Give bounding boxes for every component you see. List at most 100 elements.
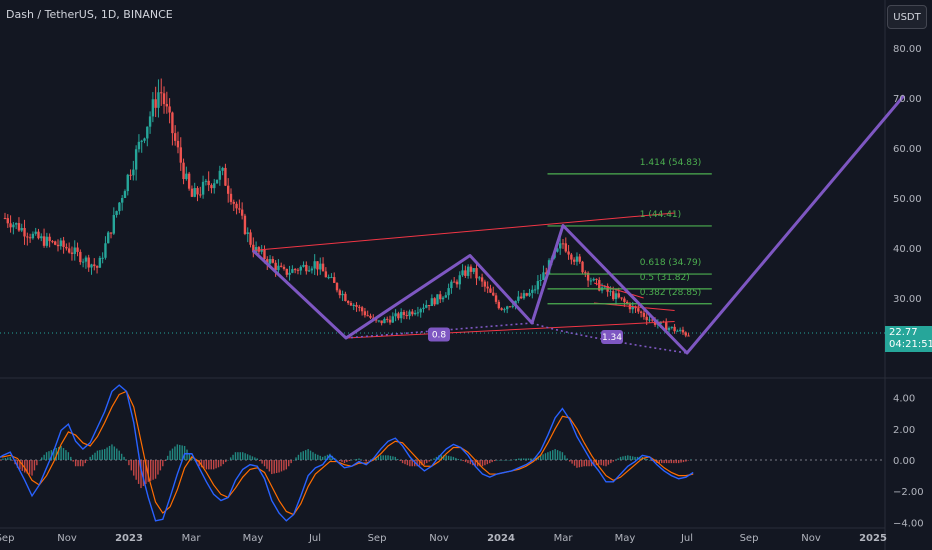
macd-histogram-bar — [365, 460, 367, 462]
candle-body — [455, 281, 459, 285]
macd-histogram-bar — [363, 460, 365, 461]
macd-histogram-bar — [585, 460, 588, 467]
macd-histogram-bar — [510, 460, 513, 461]
pattern-ratio-line — [345, 322, 533, 339]
candle-body — [109, 232, 113, 234]
candle-body — [508, 306, 512, 308]
candle-body — [511, 305, 514, 307]
candle-body — [447, 288, 450, 296]
macd-histogram-bar — [552, 450, 554, 460]
candle-body — [90, 264, 93, 268]
candle-body — [93, 264, 96, 267]
candle-body — [642, 312, 646, 317]
candle-body — [581, 261, 584, 273]
candle-body — [503, 309, 506, 311]
price-scale[interactable]: 80.00 70.00 60.00 50.00 40.00 30.00 4.00 2.00 0.… — [893, 44, 924, 529]
candle-body — [556, 248, 559, 252]
macd-histogram-bar — [554, 449, 556, 460]
macd-histogram-bar — [559, 451, 561, 460]
candle-body — [452, 281, 456, 283]
macd-histogram-bar — [401, 460, 404, 464]
candle-body — [76, 247, 79, 252]
pattern-ratio-badge — [601, 330, 623, 344]
time-tick-label: Nov — [429, 533, 449, 544]
macd-histogram-bar — [188, 453, 191, 460]
fib-level-label: 0.618 (34.79) — [640, 258, 701, 268]
candle-body — [160, 92, 163, 94]
candle-body — [196, 188, 199, 195]
macd-histogram-bar — [266, 460, 268, 469]
macd-histogram-bar — [426, 460, 428, 464]
macd-histogram-bar — [682, 460, 685, 463]
macd-histogram-bar — [31, 460, 33, 476]
macd-histogram-bar — [573, 460, 576, 466]
macd-histogram-bar — [249, 455, 251, 460]
candle-body — [450, 281, 453, 289]
macd-histogram-bar — [416, 460, 418, 467]
trendline — [593, 282, 644, 299]
macd-histogram-bar — [74, 460, 77, 467]
macd-histogram-bar — [430, 460, 433, 461]
candle-body — [489, 288, 492, 293]
macd-histogram-bar — [673, 460, 675, 464]
candle-body — [282, 266, 286, 269]
candle-body — [394, 313, 397, 317]
candle-body — [366, 315, 369, 317]
macd-histogram-bar — [183, 445, 186, 460]
candle-body — [129, 174, 132, 176]
macd-histogram-bar — [26, 460, 28, 474]
macd-histogram-bar — [399, 460, 401, 462]
candle-body — [143, 138, 146, 141]
currency-button[interactable]: USDT — [887, 5, 927, 29]
macd-histogram-bar — [28, 460, 31, 475]
candle-body — [360, 307, 364, 312]
pattern-ratio-label: 0.8 — [432, 331, 447, 341]
candle-body — [623, 298, 626, 302]
candle-body — [42, 236, 46, 246]
macd-histogram-bar — [79, 460, 82, 467]
candle-body — [528, 292, 531, 296]
macd-line — [0, 384, 694, 522]
candle-body — [517, 296, 520, 301]
candle-body — [637, 308, 640, 312]
macd-histogram-bar — [474, 460, 476, 467]
candle-body — [687, 335, 690, 337]
candle-body — [458, 275, 461, 285]
candle-body — [533, 289, 537, 291]
symbol-title: Dash / TetherUS, 1D, BINANCE — [6, 8, 173, 21]
macd-histogram-bar — [154, 460, 157, 479]
macd-histogram-bar — [280, 460, 283, 472]
macd-histogram-bar — [498, 460, 501, 461]
candle-body — [335, 282, 339, 291]
candle-body — [572, 259, 576, 262]
candle-body — [6, 218, 9, 224]
macd-histogram-bar — [462, 460, 464, 462]
candle-body — [676, 330, 679, 332]
candle-body — [612, 291, 615, 300]
candle-body — [246, 232, 249, 234]
candle-body — [665, 322, 668, 331]
macd-histogram-bar — [271, 460, 273, 475]
macd-histogram-bar — [506, 460, 508, 461]
macd-histogram-bar — [677, 460, 680, 464]
candle-body — [598, 279, 601, 291]
macd-histogram-bar — [520, 458, 522, 460]
macd-histogram-bar — [261, 460, 263, 464]
macd-histogram-bar — [65, 450, 67, 460]
macd-histogram-bar — [653, 460, 656, 463]
candle-body — [260, 249, 263, 252]
macd-histogram-bar — [336, 460, 338, 461]
macd-histogram-bar — [203, 460, 205, 469]
macd-histogram-bar — [302, 451, 304, 460]
candle-body — [87, 257, 90, 268]
candle-body — [123, 191, 127, 199]
macd-histogram-bar — [210, 460, 212, 470]
macd-histogram-bar — [130, 460, 133, 471]
candle-body — [684, 332, 687, 336]
candle-body — [59, 240, 62, 247]
candle-body — [321, 263, 325, 272]
candle-body — [422, 307, 425, 309]
candle-body — [397, 313, 400, 319]
candle-body — [651, 319, 654, 321]
time-scale[interactable]: Sep Nov 2023 Mar May Jul Sep Nov 2024 Mar May Jul Se… — [0, 533, 887, 544]
